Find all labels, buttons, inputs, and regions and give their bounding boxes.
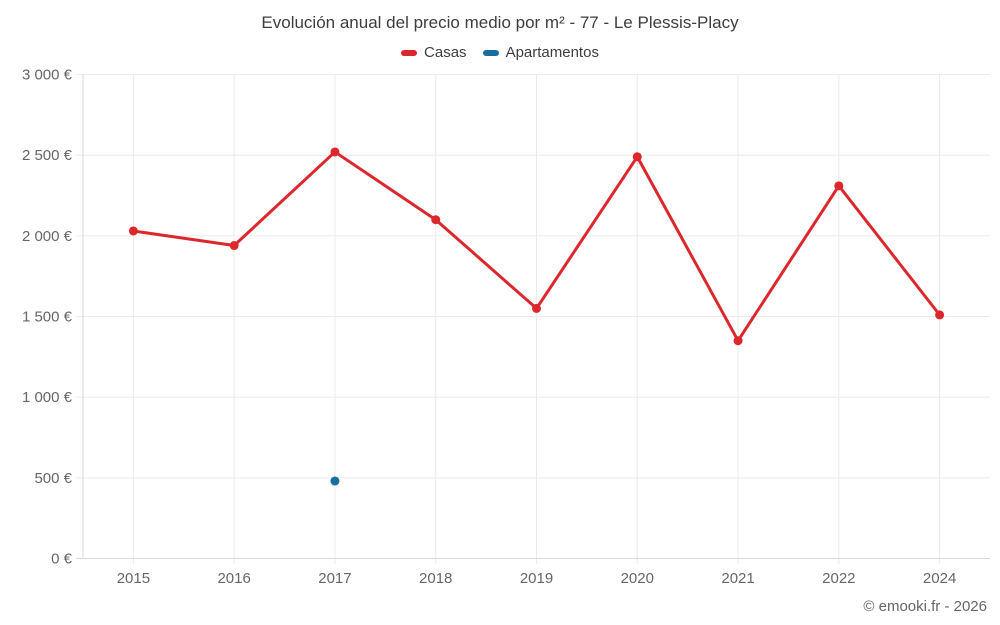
x-tick-label: 2020: [621, 570, 654, 587]
x-tick-label: 2019: [520, 570, 553, 587]
gridlines: [76, 74, 990, 564]
x-tick-label: 2016: [217, 570, 250, 587]
y-tick-label: 3 000 €: [22, 67, 73, 84]
data-point-apartamentos-2017[interactable]: [330, 476, 340, 486]
data-point-casas-2015[interactable]: [128, 226, 138, 236]
x-tick-label: 2024: [923, 570, 956, 587]
data-point-casas-2020[interactable]: [632, 152, 642, 162]
legend: Casas Apartamentos: [0, 44, 1000, 61]
y-tick-label: 0 €: [51, 551, 73, 568]
chart-title: Evolución anual del precio medio por m² …: [261, 13, 739, 32]
series: [128, 147, 945, 486]
x-tick-label: 2015: [117, 570, 150, 587]
data-point-casas-2021[interactable]: [733, 336, 743, 346]
x-tick-label: 2021: [721, 570, 754, 587]
legend-label-apartamentos: Apartamentos: [505, 44, 599, 61]
axis-labels: 0 € 500 € 1 000 € 1 500 € 2 000 € 2 500 € 3 00…: [22, 67, 956, 588]
axes: [82, 74, 990, 559]
x-tick-label: 2017: [318, 570, 351, 587]
x-tick-label: 2022: [822, 570, 855, 587]
data-point-casas-2016[interactable]: [229, 241, 239, 251]
y-tick-label: 2 500 €: [22, 147, 73, 164]
apartamentos-legend-marker-icon: [482, 49, 499, 56]
data-point-casas-2024[interactable]: [935, 310, 945, 320]
y-tick-label: 1 500 €: [22, 309, 73, 326]
legend-label-casas: Casas: [424, 44, 467, 61]
data-point-casas-2018[interactable]: [431, 215, 441, 225]
y-tick-label: 1 000 €: [22, 389, 73, 406]
x-tick-label: 2018: [419, 570, 452, 587]
data-point-casas-2019[interactable]: [532, 303, 541, 313]
casas-legend-marker-icon: [401, 49, 418, 56]
data-point-casas-2022[interactable]: [834, 181, 844, 191]
legend-item-apartamentos[interactable]: Apartamentos: [482, 44, 599, 61]
data-point-casas-2017[interactable]: [330, 147, 340, 157]
y-tick-label: 2 000 €: [22, 228, 73, 245]
attribution: © emooki.fr - 2026: [863, 598, 987, 615]
legend-item-casas[interactable]: Casas: [401, 44, 467, 61]
y-tick-label: 500 €: [34, 470, 72, 487]
